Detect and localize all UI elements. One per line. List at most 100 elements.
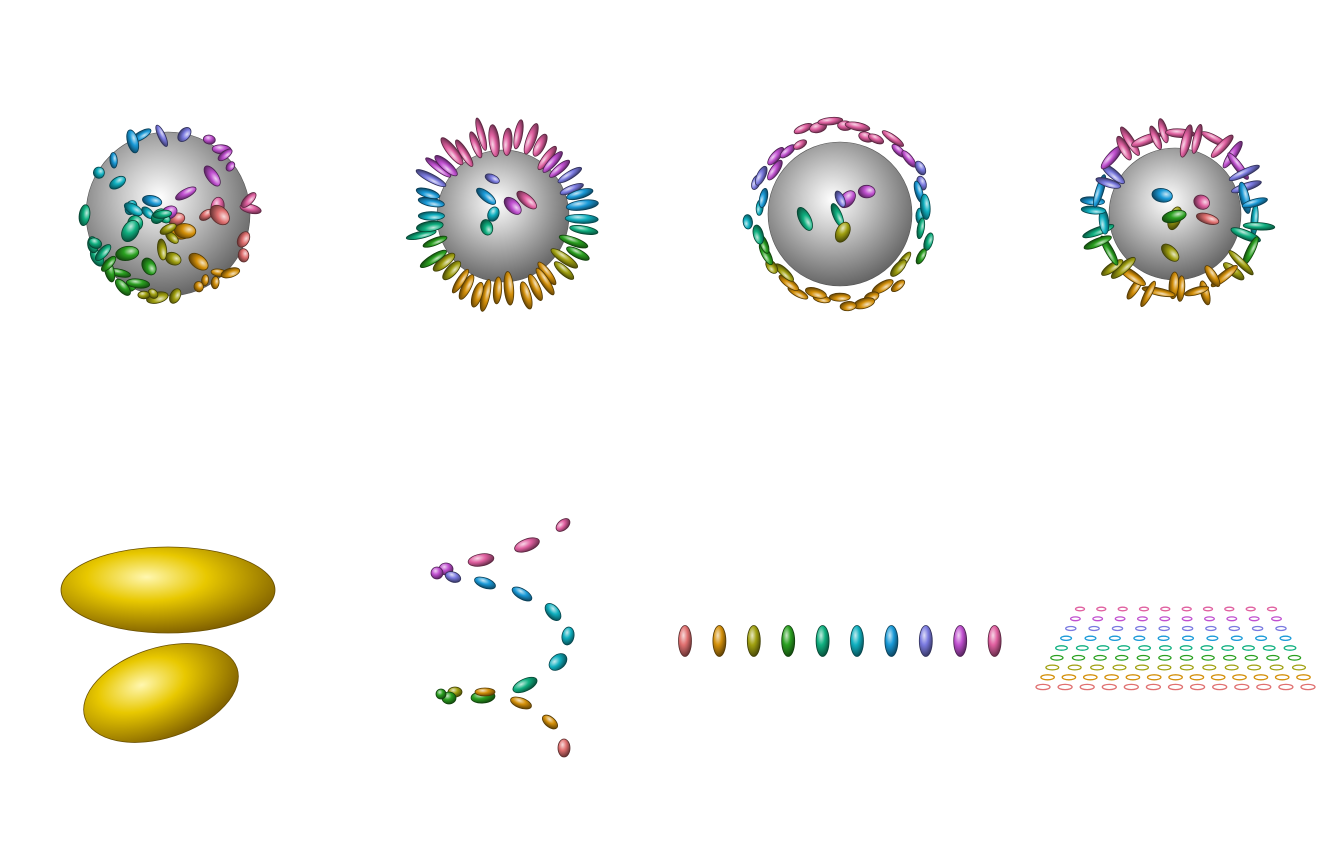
surface-ellipsoid [202,134,216,145]
ring-ellipsoid [817,116,844,126]
ring-ellipsoid [564,213,599,224]
surface-ellipsoid [92,166,105,179]
ring-ellipsoid [1242,222,1276,231]
grid-ellipsoid [1179,654,1194,661]
grid-ellipsoid [1266,606,1278,612]
surface-ellipsoid [125,278,151,289]
grid-ellipsoid [1112,664,1127,671]
sphere-panel-1 [78,124,262,304]
ring-ellipsoid [470,281,484,308]
chevron-ellipsoid [474,687,496,697]
gold-ellipsoid-tilted [83,643,239,743]
ring-ellipsoid [565,199,599,211]
grid-ellipsoid [1251,625,1264,632]
surface-ellipsoid [121,219,140,243]
grid-ellipsoid [1168,674,1183,681]
surface-ellipsoid [480,219,494,236]
ring-ellipsoid [916,217,926,240]
ring-ellipsoid [416,220,444,233]
surface-ellipsoid [159,223,177,235]
chevron-ellipsoid [514,537,540,553]
grid-ellipsoid [1084,635,1097,642]
surface-ellipsoid [796,206,813,231]
grid-ellipsoid [1136,654,1151,661]
ring-ellipsoid [451,268,470,294]
surface-ellipsoid [126,129,140,154]
surface-ellipsoid [157,238,168,261]
grid-ellipsoid [1179,664,1194,671]
grid-ellipsoid [1104,674,1119,681]
grid-ellipsoid [1160,606,1171,612]
grid-ellipsoid [1279,635,1292,642]
grid-ellipsoid [1133,635,1146,642]
surface-ellipsoid [193,281,204,293]
surface-ellipsoid [115,245,140,261]
row-ellipsoid [953,625,968,657]
grid-ellipsoid [1060,635,1073,642]
ring-ellipsoid [417,211,445,221]
ring-ellipsoid [1149,125,1163,150]
grid-ellipsoid [1232,674,1247,681]
row-ellipsoid [712,625,727,657]
surface-ellipsoid [220,267,241,279]
grid-ellipsoid [1157,664,1172,671]
ring-ellipsoid [569,225,599,235]
ring-ellipsoid [1230,227,1261,243]
ring-ellipsoid [434,154,458,177]
row-ellipsoid [884,625,899,657]
ring-ellipsoid [1228,164,1260,182]
ring-ellipsoid [1080,205,1107,215]
ring-ellipsoid [844,121,871,132]
ring-ellipsoid [1140,280,1156,308]
surface-ellipsoid [1161,243,1180,262]
gold-ellipsoid-pair-panel [60,546,276,743]
grid-ellipsoid [1123,683,1139,691]
ring-ellipsoid [914,160,927,176]
grid-ellipsoid [1247,664,1262,671]
grid-ellipsoid [1212,683,1228,691]
surface-ellipsoid [834,221,851,243]
grid-ellipsoid [1069,616,1081,622]
surface-ellipsoid [155,124,169,147]
grid-ellipsoid [1244,654,1259,661]
ring-ellipsoid [1228,250,1254,276]
surface-ellipsoid [188,252,209,271]
grid-ellipsoid [1050,654,1064,661]
grid-ellipsoid [1088,625,1100,632]
chevron-ellipsoid [510,696,532,710]
ring-ellipsoid [1184,285,1210,297]
surface-ellipsoid [201,274,210,287]
surface-ellipsoid [1193,194,1210,210]
ring-ellipsoid [1250,203,1259,237]
chevron-ellipsoid [561,626,575,646]
grid-ellipsoid [1158,625,1170,632]
grid-ellipsoid [1040,674,1055,681]
ring-ellipsoid [1120,126,1140,156]
grid-ellipsoid [1071,654,1086,661]
ring-ellipsoid [890,259,907,277]
surface-ellipsoid [109,175,126,190]
ring-ellipsoid [558,234,589,249]
ring-ellipsoid [754,165,768,186]
ring-ellipsoid [1158,118,1169,144]
ring-ellipsoid [549,159,571,178]
grid-ellipsoid [1138,606,1150,612]
surface-ellipsoid [137,290,151,300]
ring-ellipsoid [828,292,851,302]
ring-ellipsoid [553,261,575,280]
grid-ellipsoid [1291,664,1307,671]
grid-ellipsoid [1234,683,1250,691]
grid-ellipsoid [1074,606,1086,612]
grid-ellipsoid [1125,674,1141,681]
grid-ellipsoid [1065,625,1077,632]
grid-ellipsoid [1200,645,1214,651]
grid-ellipsoid [1093,654,1107,661]
grid-ellipsoid [1275,625,1287,632]
surface-ellipsoid [1161,209,1187,224]
grid-ellipsoid [1158,654,1172,661]
chevron-ellipsoid [557,738,571,758]
grid-ellipsoid [1067,664,1082,671]
grid-ellipsoid [1159,616,1171,622]
surface-ellipsoid [152,209,173,219]
